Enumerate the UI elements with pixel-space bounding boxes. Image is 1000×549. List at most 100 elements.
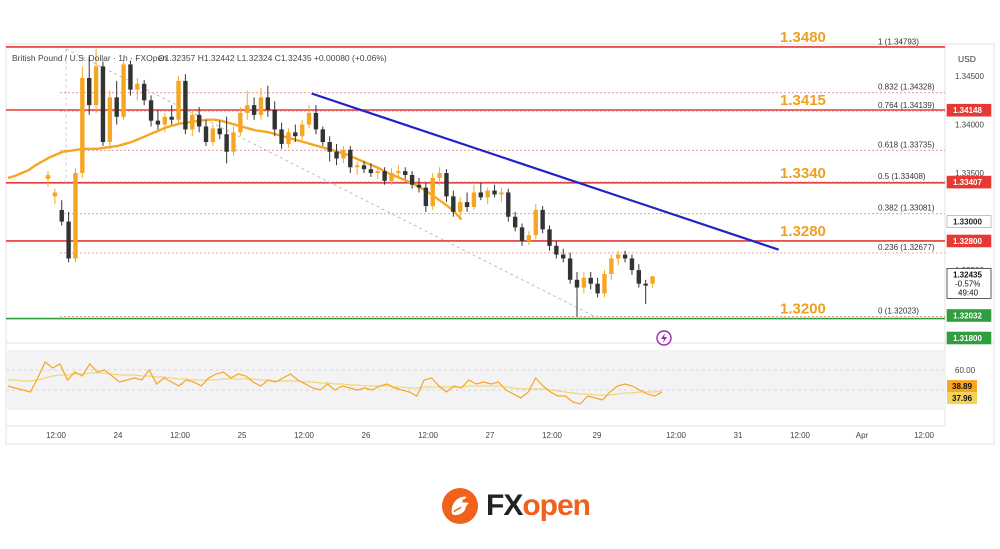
time-tick: 12:00 xyxy=(46,431,67,440)
rsi-band xyxy=(6,350,945,410)
candle-down xyxy=(478,192,484,198)
candle-down xyxy=(547,229,552,246)
candle-up xyxy=(499,192,504,195)
price-badge xyxy=(946,215,992,228)
candle-up xyxy=(231,132,236,152)
candle-down xyxy=(629,258,635,271)
candle-down xyxy=(540,209,545,230)
candle-down xyxy=(114,97,119,117)
candle-down xyxy=(588,277,593,284)
time-tick: 24 xyxy=(114,431,123,440)
candle-down xyxy=(574,279,580,288)
candle-down xyxy=(148,100,154,121)
candle-up xyxy=(471,192,477,208)
fib-level-label: 0.832 (1.34328) xyxy=(878,83,935,92)
fib-level-label: 1 (1.34793) xyxy=(878,38,919,47)
rsi-badge xyxy=(947,380,977,393)
candle-down xyxy=(66,221,71,259)
candle-up xyxy=(299,124,305,137)
candle-up xyxy=(458,202,463,212)
price-badge-label: 1.31800 xyxy=(953,334,982,343)
time-tick: 26 xyxy=(362,431,371,440)
candle-up xyxy=(190,114,195,130)
candle-down xyxy=(595,283,600,294)
event-flash-icon[interactable] xyxy=(656,330,672,346)
rsi-tick: 60.00 xyxy=(955,366,976,375)
price-badge xyxy=(946,103,992,117)
time-tick: 12:00 xyxy=(914,431,935,440)
rsi-badge xyxy=(947,392,977,405)
price-tick: 1.34500 xyxy=(955,72,984,81)
candle-up xyxy=(73,173,78,259)
candle-up xyxy=(306,112,312,125)
candle-down xyxy=(622,254,628,259)
candle-down xyxy=(554,245,559,255)
fib-level-label: 0.382 (1.33081) xyxy=(878,204,935,213)
candle-down xyxy=(169,116,174,120)
candle-down xyxy=(512,216,518,228)
candle-down xyxy=(155,120,161,125)
candle-down xyxy=(361,165,367,170)
fib-level-label: 0.236 (1.32677) xyxy=(878,243,935,252)
time-tick: 27 xyxy=(486,431,495,440)
candle-up xyxy=(135,83,140,90)
candle-up xyxy=(93,66,99,106)
candle-down xyxy=(272,110,277,130)
key-level-label: 1.3280 xyxy=(780,223,826,240)
candle-up xyxy=(375,171,380,174)
candle-down xyxy=(519,227,525,241)
candle-down xyxy=(320,129,325,143)
fib-level-label: 0 (1.32023) xyxy=(878,306,919,315)
candle-up xyxy=(258,97,264,115)
candle-up xyxy=(650,276,655,284)
candle-down xyxy=(203,126,209,143)
candle-down xyxy=(217,128,222,135)
candle-up xyxy=(526,235,532,241)
fib-level-label: 0.618 (1.33735) xyxy=(878,140,935,149)
candle-down xyxy=(293,132,298,137)
candle-up xyxy=(430,177,435,207)
time-tick: 12:00 xyxy=(170,431,191,440)
price-badge xyxy=(946,309,992,322)
candle-down xyxy=(451,196,456,212)
rsi-badge-label: 37.96 xyxy=(952,394,973,403)
fxopen-wordmark: FXopen xyxy=(486,489,591,522)
candle-up xyxy=(238,112,243,133)
ohlc-readout: O1.32357 H1.32442 L1.32324 C1.32435 +0.0… xyxy=(158,53,387,63)
time-tick: 12:00 xyxy=(542,431,563,440)
candle-down xyxy=(251,105,257,115)
key-level-label: 1.3480 xyxy=(780,29,826,46)
candle-up xyxy=(533,209,538,236)
currency-label: USD xyxy=(958,54,976,64)
candle-down xyxy=(279,129,284,144)
candle-up xyxy=(245,105,250,113)
candle-down xyxy=(59,209,64,222)
candle-down xyxy=(224,134,229,152)
candle-up xyxy=(609,258,614,274)
rsi-badge-label: 38.89 xyxy=(952,382,973,391)
price-badge-label: 1.33000 xyxy=(953,218,982,227)
price-badge-label: 1.33407 xyxy=(953,178,982,187)
candle-down xyxy=(444,173,449,197)
candle-down xyxy=(403,171,408,176)
bar-countdown-label: 49:40 xyxy=(958,288,979,297)
candle-up xyxy=(389,173,394,181)
rsi-ma-line xyxy=(8,372,663,396)
candle-down xyxy=(643,283,648,286)
key-level-label: 1.3200 xyxy=(780,301,826,318)
candle-up xyxy=(581,277,587,288)
candle-down xyxy=(416,184,422,188)
candle-down xyxy=(100,66,106,143)
candle-down xyxy=(141,83,147,101)
current-change-label: -0.57% xyxy=(955,279,980,288)
candle-down xyxy=(265,97,271,111)
current-price-badge xyxy=(946,267,992,299)
symbol-title: British Pound / U.S. Dollar · 1h · FXOpe… xyxy=(12,53,167,63)
candle-up xyxy=(485,190,490,198)
candle-up xyxy=(602,273,607,294)
candle-down xyxy=(87,77,92,106)
candle-up xyxy=(616,254,621,259)
fxopen-logo: FXopen xyxy=(440,486,591,526)
candle-down xyxy=(567,258,573,280)
candle-down xyxy=(506,192,511,217)
